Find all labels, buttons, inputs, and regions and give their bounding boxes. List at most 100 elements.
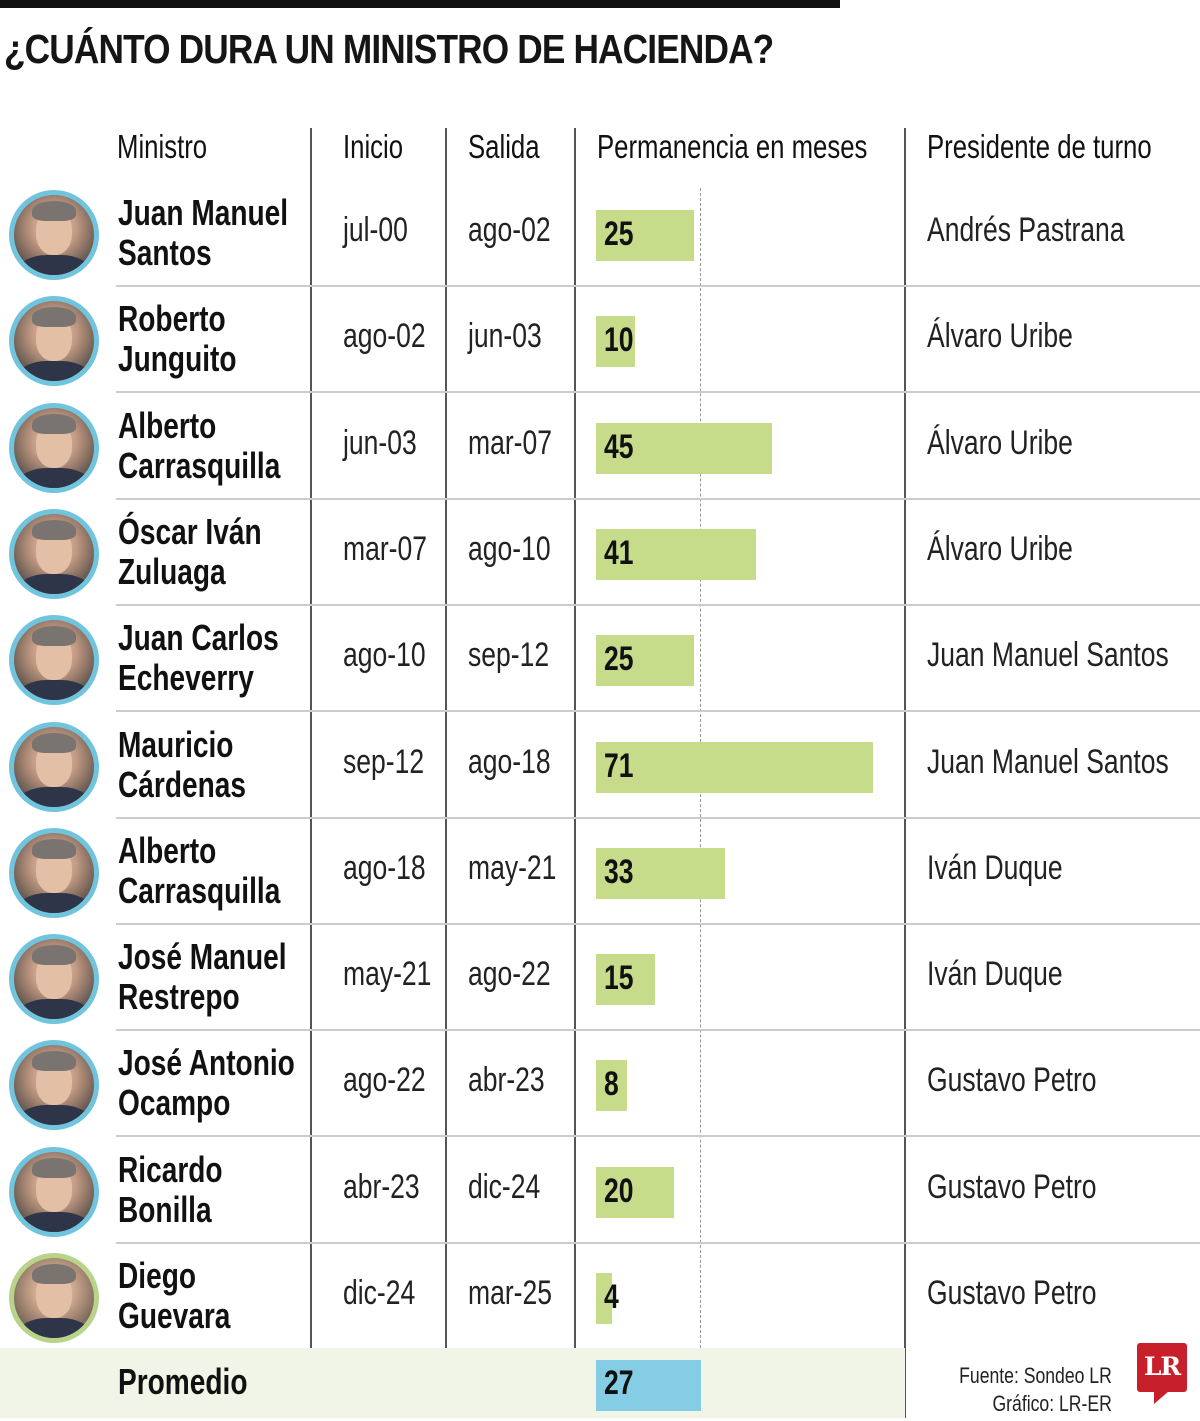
header-inicio: Inicio — [343, 128, 404, 165]
minister-name-line2: Junguito — [118, 338, 237, 380]
table-row: Mauricio Cárdenas sep-12 ago-18 71 Juan … — [0, 713, 1200, 819]
photo-hair — [32, 1051, 76, 1072]
photo-hair — [32, 201, 76, 221]
photo-body — [18, 680, 90, 701]
minister-photo-icon — [9, 721, 99, 812]
end-date: dic-24 — [468, 1167, 541, 1206]
tenure-value: 8 — [604, 1065, 619, 1104]
tenure-bar — [596, 847, 725, 899]
photo-body — [18, 467, 90, 488]
minister-name: José Antonio Ocampo — [118, 1043, 295, 1123]
president-name: Juan Manuel Santos — [927, 636, 1169, 675]
minister-photo-icon — [9, 402, 99, 493]
photo-hair — [32, 1157, 76, 1178]
minister-name-line2: Carrasquilla — [118, 869, 281, 911]
row-divider — [116, 922, 1200, 925]
minister-name-line2: Restrepo — [118, 976, 240, 1018]
end-date: ago-10 — [468, 529, 551, 568]
average-row — [0, 1348, 905, 1418]
tenure-value: 25 — [604, 640, 634, 679]
tenure-bar — [596, 1166, 674, 1218]
minister-name-line2: Cárdenas — [118, 763, 246, 805]
minister-name-line1: Mauricio — [118, 723, 234, 765]
row-divider — [116, 497, 1200, 500]
end-date: jun-03 — [468, 317, 542, 356]
photo-hair — [32, 519, 76, 540]
column-divider — [310, 128, 312, 1418]
table-row: Diego Guevara dic-24 mar-25 4 Gustavo Pe… — [0, 1244, 1200, 1350]
header-ministro: Ministro — [117, 128, 208, 165]
minister-name-line1: Alberto — [118, 404, 217, 446]
photo-body — [18, 361, 90, 382]
minister-name: Ricardo Bonilla — [118, 1148, 223, 1230]
table-row: Juan Manuel Santos jul-00 ago-02 25 Andr… — [0, 181, 1200, 287]
lr-logo-icon: LR — [1137, 1343, 1187, 1404]
page-title: ¿CUÁNTO DURA UN MINISTRO DE HACIENDA? — [4, 26, 774, 72]
start-date: sep-12 — [343, 742, 425, 781]
header-presidente: Presidente de turno — [927, 128, 1152, 165]
minister-photo-icon — [9, 1146, 99, 1237]
minister-name-line1: Roberto — [118, 298, 226, 340]
minister-name: Mauricio Cárdenas — [118, 723, 246, 805]
minister-name-line1: Ricardo — [118, 1148, 223, 1190]
end-date: mar-07 — [468, 423, 553, 462]
table-row: Óscar Iván Zuluaga mar-07 ago-10 41 Álva… — [0, 500, 1200, 606]
minister-photo-icon — [9, 1253, 99, 1343]
photo-hair — [32, 307, 76, 328]
start-date: abr-23 — [343, 1167, 420, 1206]
start-date: ago-18 — [343, 848, 426, 887]
start-date: may-21 — [343, 955, 432, 994]
minister-photo-icon — [9, 1040, 99, 1131]
row-divider — [116, 391, 1200, 394]
source-text: Fuente: Sondeo LR — [959, 1363, 1112, 1388]
start-date: ago-10 — [343, 636, 426, 675]
tenure-value: 71 — [604, 746, 634, 785]
minister-name-line2: Zuluaga — [118, 550, 226, 592]
row-divider — [116, 285, 1200, 287]
header-salida: Salida — [468, 128, 540, 165]
photo-body — [18, 1318, 90, 1338]
tenure-value: 20 — [604, 1171, 634, 1210]
president-name: Iván Duque — [927, 848, 1063, 887]
minister-photo-icon — [9, 934, 99, 1025]
tenure-value: 41 — [604, 533, 634, 572]
photo-body — [18, 892, 90, 913]
end-date: sep-12 — [468, 636, 550, 675]
tenure-bar — [596, 528, 756, 580]
photo-body — [18, 1211, 90, 1232]
row-divider — [116, 603, 1200, 606]
minister-name-line1: Alberto — [118, 829, 217, 871]
minister-photo-icon — [9, 296, 99, 387]
tenure-value: 45 — [604, 427, 634, 466]
minister-name-line2: Ocampo — [118, 1082, 231, 1124]
minister-name-line1: José Antonio — [118, 1042, 295, 1084]
row-divider — [116, 1241, 1200, 1244]
tenure-bar — [596, 210, 694, 261]
average-label: Promedio — [118, 1361, 248, 1402]
minister-photo-icon — [9, 615, 99, 706]
average-value: 27 — [604, 1364, 634, 1402]
minister-name: Juan Manuel Santos — [118, 193, 288, 273]
minister-name: Juan Carlos Echeverry — [118, 618, 279, 698]
minister-name: Alberto Carrasquilla — [118, 829, 281, 911]
top-rule — [0, 0, 840, 8]
photo-body — [18, 255, 90, 275]
photo-hair — [32, 945, 76, 966]
table-row: Roberto Junguito ago-02 jun-03 10 Álvaro… — [0, 287, 1200, 394]
minister-name-line1: Diego — [118, 1255, 197, 1296]
minister-name: Óscar Iván Zuluaga — [118, 511, 262, 592]
photo-body — [18, 573, 90, 594]
table-row: Alberto Carrasquilla ago-18 may-21 33 Iv… — [0, 819, 1200, 925]
photo-body — [18, 786, 90, 807]
president-name: Gustavo Petro — [927, 1061, 1097, 1100]
tenure-value: 15 — [604, 959, 634, 998]
photo-hair — [32, 413, 76, 434]
tenure-bar — [596, 741, 873, 793]
end-date: may-21 — [468, 848, 557, 887]
table-row: Ricardo Bonilla abr-23 dic-24 20 Gustavo… — [0, 1138, 1200, 1244]
photo-hair — [32, 732, 76, 753]
minister-name: José Manuel Restrepo — [118, 937, 287, 1017]
column-divider — [904, 128, 906, 1418]
tenure-bar — [596, 1060, 628, 1112]
photo-hair — [32, 838, 76, 859]
